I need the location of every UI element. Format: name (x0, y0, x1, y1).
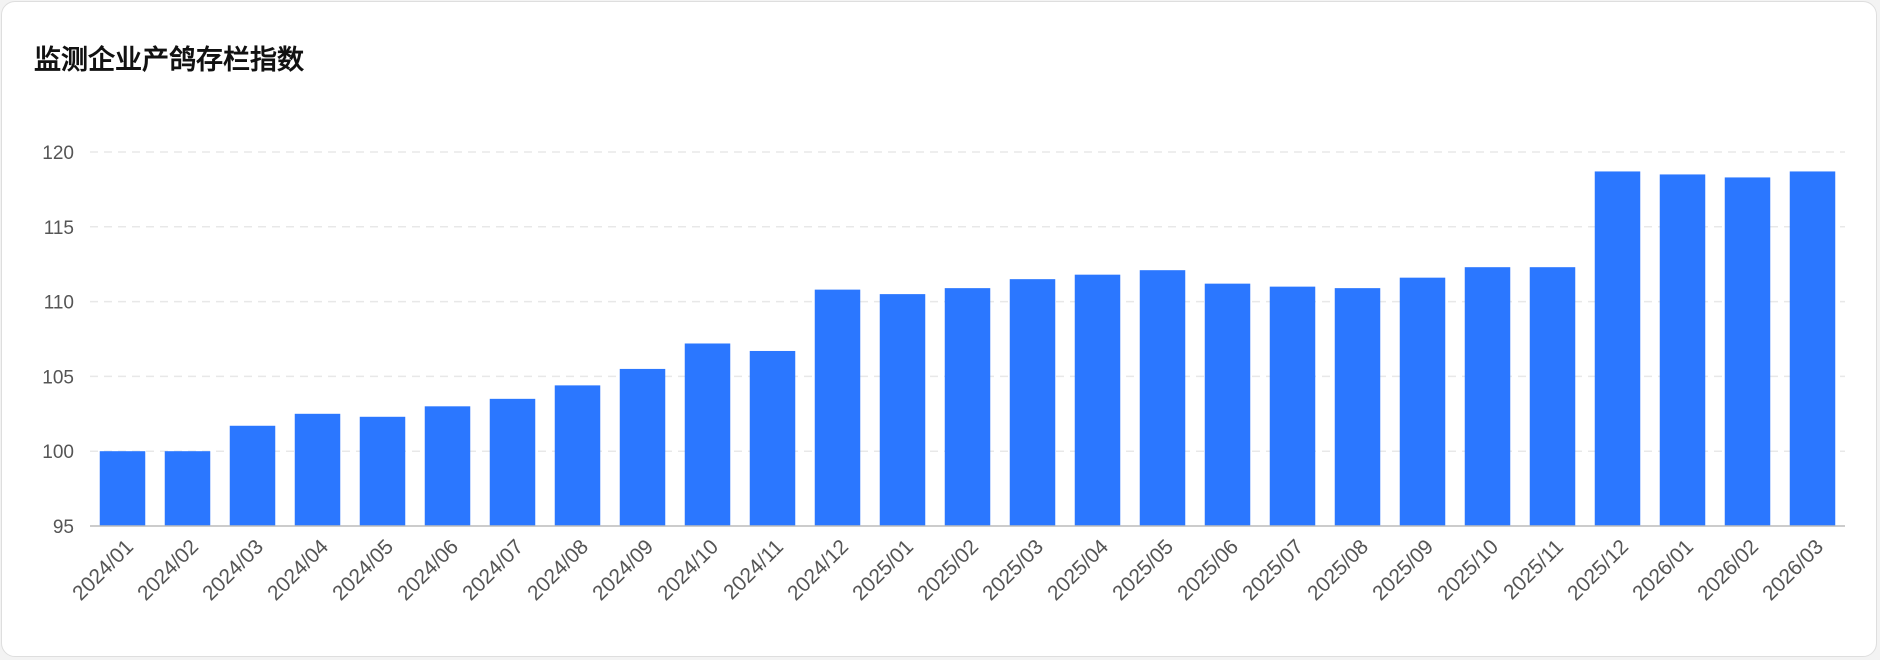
x-tick-label: 2024/08 (523, 535, 593, 605)
bar[interactable] (294, 413, 341, 526)
bar[interactable] (1269, 286, 1316, 526)
x-tick-label: 2025/09 (1368, 535, 1438, 605)
bar[interactable] (1334, 288, 1381, 526)
bar[interactable] (1204, 283, 1251, 526)
bar[interactable] (684, 343, 731, 526)
x-tick-label: 2024/07 (458, 535, 528, 605)
x-tick-label: 2025/12 (1563, 535, 1633, 605)
y-tick-label: 95 (53, 517, 74, 538)
bar[interactable] (1009, 279, 1056, 526)
x-tick-label: 2025/08 (1303, 535, 1373, 605)
bar[interactable] (1529, 267, 1576, 526)
bar[interactable] (424, 406, 471, 526)
x-tick-label: 2024/11 (719, 535, 788, 604)
x-tick-label: 2026/03 (1758, 535, 1828, 605)
x-axis: 2024/012024/022024/032024/042024/052024/… (68, 525, 1845, 605)
x-tick-label: 2024/03 (198, 535, 268, 605)
x-tick-label: 2026/02 (1693, 535, 1763, 605)
x-tick-label: 2025/07 (1238, 535, 1308, 605)
x-tick-label: 2025/04 (1043, 535, 1113, 605)
bar[interactable] (1724, 177, 1771, 526)
chart-title: 监测企业产鸽存栏指数 (34, 45, 304, 76)
x-tick-label: 2024/05 (328, 535, 398, 605)
y-tick-label: 100 (42, 442, 74, 463)
y-tick-label: 110 (44, 293, 74, 314)
x-tick-label: 2024/01 (68, 535, 138, 605)
x-tick-label: 2024/02 (133, 535, 203, 605)
x-tick-label: 2025/10 (1433, 535, 1503, 605)
x-tick-label: 2024/12 (783, 535, 853, 605)
bars (99, 171, 1836, 526)
bar[interactable] (164, 451, 211, 526)
bar[interactable] (1074, 274, 1121, 526)
x-tick-label: 2024/04 (263, 535, 333, 605)
bar[interactable] (489, 398, 536, 526)
x-tick-label: 2025/01 (848, 535, 918, 605)
bar[interactable] (359, 416, 406, 526)
bar[interactable] (229, 425, 276, 526)
x-tick-label: 2024/09 (588, 535, 658, 605)
bar[interactable] (554, 385, 601, 526)
bar[interactable] (814, 289, 861, 526)
bar[interactable] (1139, 270, 1186, 526)
x-tick-label: 2026/01 (1628, 535, 1698, 605)
y-axis: 95 100 105 110 115 120 (42, 143, 74, 538)
x-tick-label: 2024/06 (393, 535, 463, 605)
y-tick-label: 105 (42, 367, 74, 388)
bar[interactable] (944, 288, 991, 526)
y-tick-label: 115 (44, 218, 74, 239)
y-tick-label: 120 (42, 143, 74, 164)
x-tick-label: 2025/06 (1173, 535, 1243, 605)
bar[interactable] (619, 368, 666, 526)
bar[interactable] (99, 451, 146, 526)
bar[interactable] (749, 350, 796, 526)
x-tick-label: 2025/05 (1108, 535, 1178, 605)
bar[interactable] (1464, 267, 1511, 526)
x-tick-label: 2024/10 (653, 535, 723, 605)
x-tick-label: 2025/02 (913, 535, 983, 605)
bar[interactable] (1399, 277, 1446, 526)
x-tick-label: 2025/11 (1499, 535, 1568, 604)
bar[interactable] (879, 294, 926, 526)
bar[interactable] (1659, 174, 1706, 526)
bar[interactable] (1789, 171, 1836, 526)
bar[interactable] (1594, 171, 1641, 526)
x-tick-label: 2025/03 (978, 535, 1048, 605)
